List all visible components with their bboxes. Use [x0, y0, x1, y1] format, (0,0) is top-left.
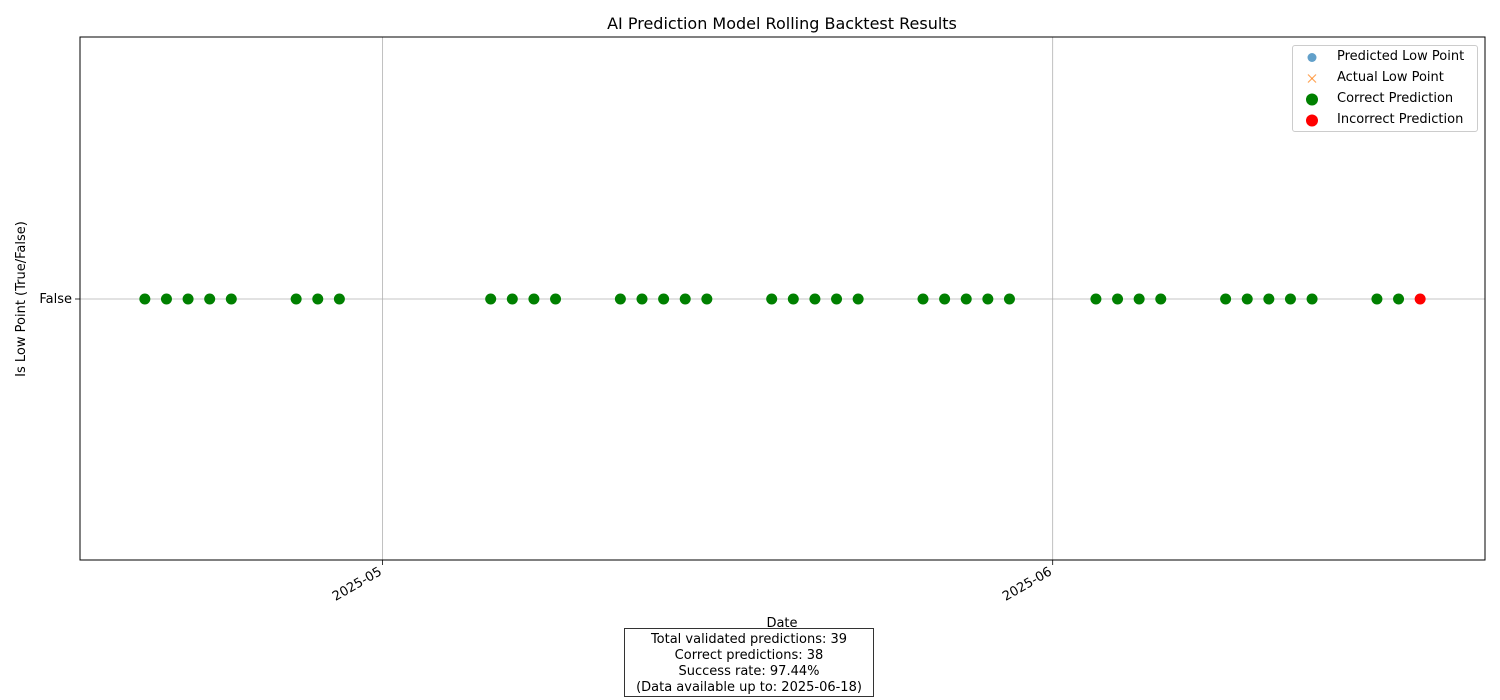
y-tick-label: False [39, 292, 72, 307]
legend-label-incorrect: Incorrect Prediction [1337, 112, 1464, 127]
legend-item-incorrect: Incorrect Prediction [1293, 110, 1477, 131]
stats-available: (Data available up to: 2025-06-18) [636, 680, 862, 695]
data-point [1090, 293, 1102, 305]
stats-total: Total validated predictions: 39 [650, 632, 848, 647]
data-point [1003, 293, 1015, 305]
legend-label-correct: Correct Prediction [1337, 91, 1454, 106]
data-point [1220, 293, 1232, 305]
data-point [1133, 293, 1145, 305]
data-point [528, 293, 540, 305]
legend-marker-actual [1307, 74, 1317, 83]
data-point [225, 293, 237, 305]
data-point [1306, 293, 1318, 305]
data-point [1371, 293, 1383, 305]
data-point [1155, 293, 1167, 305]
x-tick-label: 2025-05 [330, 564, 385, 604]
y-axis-label: Is Low Point (True/False) [14, 221, 29, 377]
legend-label-actual: Actual Low Point [1337, 70, 1444, 85]
data-point [1414, 293, 1426, 305]
data-point [701, 293, 713, 305]
legend: Predicted Low Point Actual Low Point Cor… [1292, 45, 1478, 132]
data-point [917, 293, 929, 305]
data-point [290, 293, 302, 305]
data-point [550, 293, 562, 305]
legend-marker-incorrect [1306, 114, 1318, 127]
legend-item-predicted: Predicted Low Point [1293, 47, 1477, 68]
legend-marker-correct [1306, 93, 1318, 106]
legend-label-predicted: Predicted Low Point [1337, 49, 1465, 64]
data-point [506, 293, 518, 305]
stats-rate: Success rate: 97.44% [678, 664, 820, 679]
data-point [852, 293, 864, 305]
data-point [312, 293, 324, 305]
chart-title: AI Prediction Model Rolling Backtest Res… [607, 14, 957, 33]
data-point [831, 293, 843, 305]
data-point [1263, 293, 1275, 305]
legend-item-correct: Correct Prediction [1293, 89, 1477, 110]
data-point [658, 293, 670, 305]
data-point [766, 293, 778, 305]
legend-marker-predicted [1307, 53, 1317, 62]
x-axis: 2025-05 2025-06 [330, 560, 1055, 605]
data-point [679, 293, 691, 305]
data-point [1284, 293, 1296, 305]
data-point [939, 293, 951, 305]
data-point [333, 293, 345, 305]
data-points [139, 293, 1426, 305]
stats-box: Total validated predictions: 39 Correct … [624, 628, 874, 697]
data-point [139, 293, 151, 305]
data-point [960, 293, 972, 305]
legend-item-actual: Actual Low Point [1293, 68, 1477, 89]
data-point [1393, 293, 1405, 305]
data-point [1241, 293, 1253, 305]
data-point [636, 293, 648, 305]
plot-area [79, 36, 1486, 561]
data-point [1112, 293, 1124, 305]
x-axis-label: Date [766, 616, 797, 631]
data-point [614, 293, 626, 305]
data-point [787, 293, 799, 305]
y-axis: False [39, 292, 80, 307]
data-point [809, 293, 821, 305]
x-tick-label: 2025-06 [1000, 564, 1055, 604]
stats-correct: Correct predictions: 38 [674, 648, 824, 663]
data-point [160, 293, 172, 305]
data-point [182, 293, 194, 305]
data-point [982, 293, 994, 305]
data-point [485, 293, 497, 305]
data-point [204, 293, 216, 305]
